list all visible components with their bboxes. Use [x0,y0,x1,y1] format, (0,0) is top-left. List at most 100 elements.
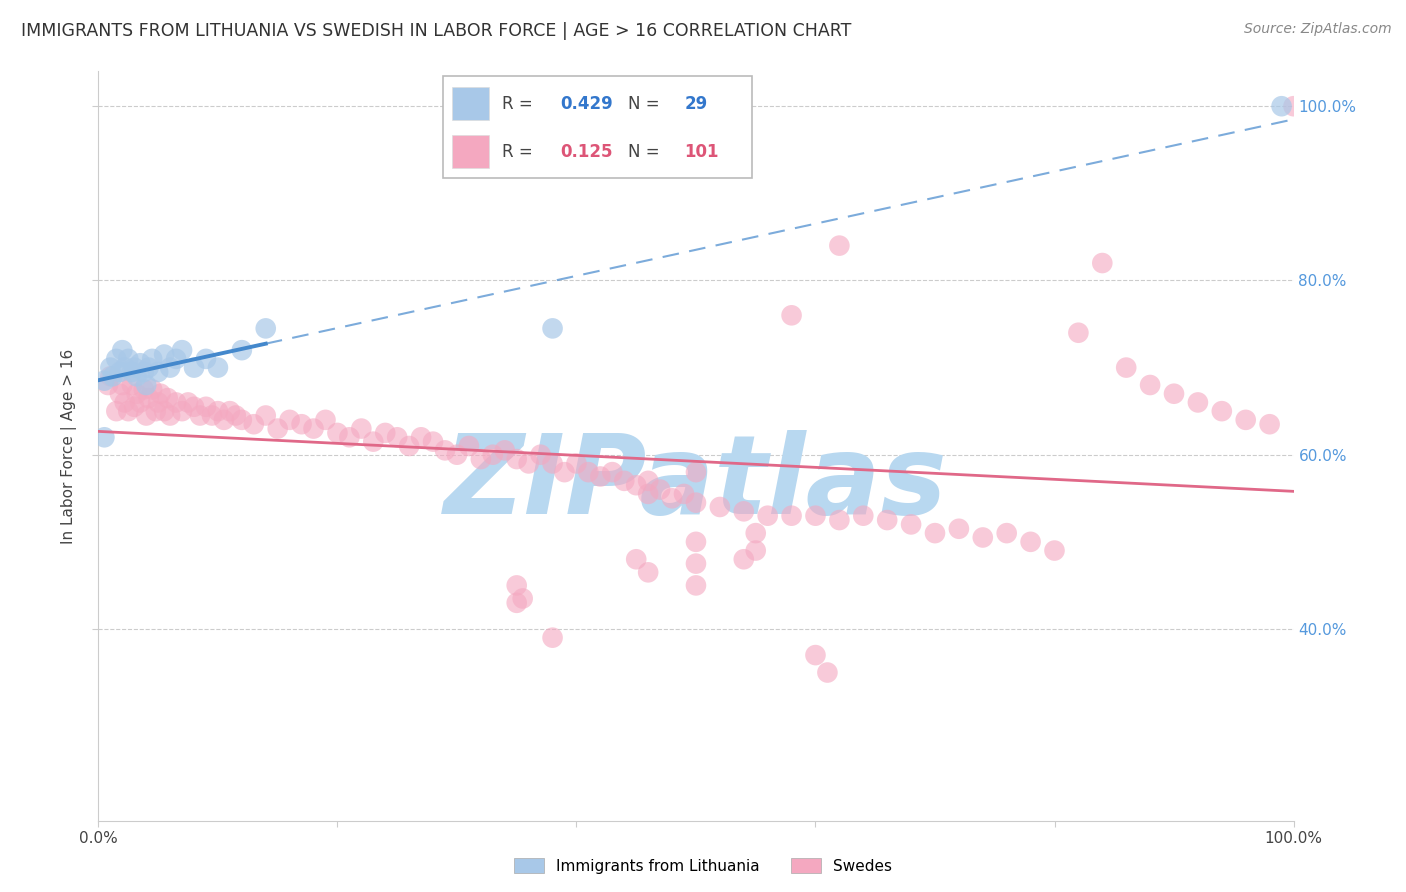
Point [172,404,194,418]
Point [733,504,755,518]
Point [105,404,128,418]
Point [1115,360,1137,375]
Point [138,360,160,375]
Point [183,360,205,375]
Point [422,434,444,449]
Point [685,465,707,479]
Point [506,596,529,610]
Point [135,409,157,423]
Point [804,648,827,662]
Point [177,395,200,409]
Point [326,425,349,440]
Point [685,534,707,549]
Point [876,513,898,527]
Point [804,508,827,523]
Point [159,360,181,375]
Point [995,526,1018,541]
Point [153,404,176,418]
Point [278,413,301,427]
Point [225,409,247,423]
Point [117,404,139,418]
Point [506,452,529,467]
Point [267,421,290,435]
Point [589,469,612,483]
Point [124,360,146,375]
Point [350,421,373,435]
Point [165,351,187,366]
Point [108,386,131,401]
Point [828,513,851,527]
Point [1282,99,1305,113]
Point [1043,543,1066,558]
Point [733,552,755,566]
Point [148,365,170,379]
Point [188,409,211,423]
Point [93,430,115,444]
Point [165,395,187,409]
Point [254,321,277,335]
Text: 29: 29 [685,95,707,112]
Text: N =: N = [628,95,659,112]
Point [512,591,534,606]
Point [141,383,163,397]
Point [900,517,922,532]
Point [98,360,122,375]
Point [446,448,468,462]
Point [124,400,146,414]
Point [149,386,172,401]
Point [458,439,481,453]
Point [207,360,229,375]
Point [138,391,160,405]
Point [541,457,564,471]
Point [565,457,588,471]
Point [141,351,163,366]
Point [1139,378,1161,392]
Point [1211,404,1233,418]
FancyBboxPatch shape [443,76,752,178]
Point [159,409,181,423]
Point [125,386,148,401]
Text: 0.125: 0.125 [561,143,613,161]
Point [780,308,803,322]
Point [374,425,396,440]
Point [117,351,139,366]
Point [108,365,131,379]
Point [254,409,277,423]
Point [517,457,540,471]
Point [1187,395,1209,409]
Point [756,508,779,523]
Text: R =: R = [502,95,533,112]
Point [541,321,564,335]
Point [132,383,155,397]
Point [212,413,235,427]
Point [1019,534,1042,549]
Point [231,413,253,427]
Point [745,526,768,541]
Point [207,404,229,418]
Point [148,395,170,409]
Point [145,404,167,418]
Point [626,552,648,566]
Point [780,508,803,523]
Point [243,417,266,432]
Point [339,430,361,444]
Point [434,443,457,458]
Bar [453,136,489,168]
Point [1091,256,1114,270]
Point [93,374,115,388]
Point [506,578,529,592]
Point [231,343,253,358]
Point [129,356,152,370]
Point [530,448,553,462]
Point [97,378,120,392]
Legend: Immigrants from Lithuania, Swedes: Immigrants from Lithuania, Swedes [508,852,898,880]
Point [1258,417,1281,432]
Point [815,665,838,680]
Point [828,238,851,252]
Point [398,439,420,453]
Point [1163,386,1185,401]
Point [291,417,314,432]
Point [302,421,325,435]
Point [121,378,143,392]
Point [637,474,659,488]
